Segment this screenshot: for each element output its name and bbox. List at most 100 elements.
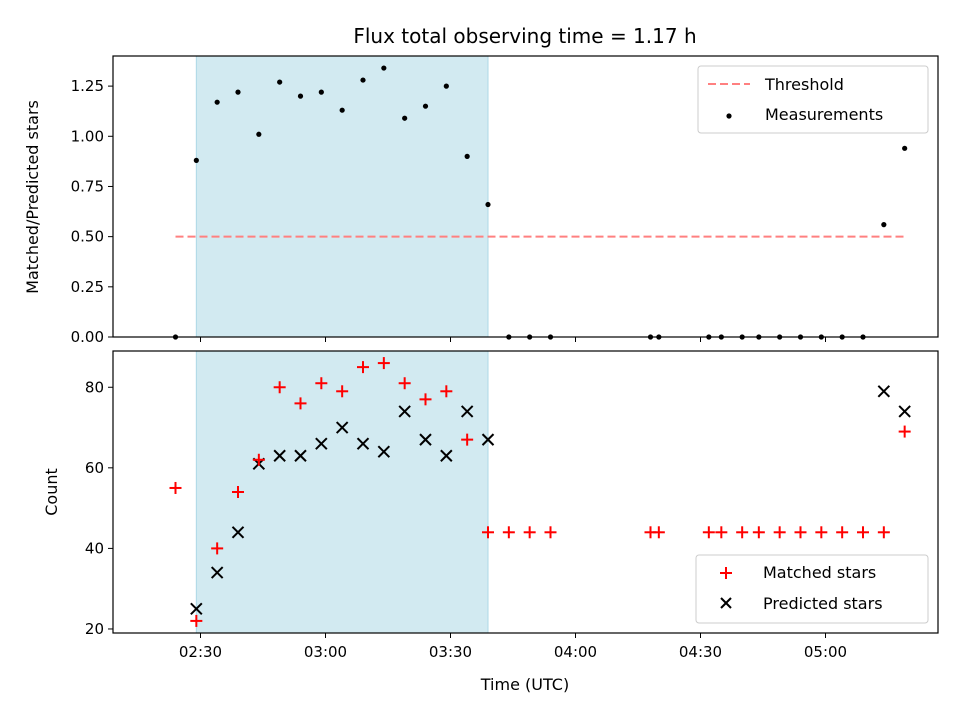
bottom-axes-frame [112, 350, 939, 634]
matched-legend-swatch [720, 567, 732, 579]
matched-star-marker [652, 526, 665, 539]
measurement-point [339, 107, 345, 113]
matched-star-marker [377, 357, 390, 370]
matched-star-marker [544, 526, 557, 539]
matched-star-marker [482, 526, 494, 539]
x-tick-label: 04:30 [679, 643, 722, 661]
predicted-star-marker [898, 405, 911, 418]
predicted-legend-swatch [720, 597, 732, 609]
predicted-star-marker [377, 445, 391, 458]
x-tick-label: 03:00 [304, 643, 347, 661]
measurement-point [235, 89, 241, 95]
matched-star-marker [315, 377, 328, 390]
predicted-star-marker [294, 449, 307, 462]
top-axes-frame [112, 55, 939, 338]
observing-window-shade [195, 55, 489, 338]
matched-star-marker [190, 614, 203, 627]
matched-star-marker [211, 542, 224, 555]
matched-star-marker [877, 526, 890, 539]
matched-star-marker [857, 526, 869, 539]
bottom-y-tick-label: 60 [85, 459, 104, 477]
measurement-point [443, 83, 449, 89]
predicted-legend-label: Predicted stars [763, 594, 883, 613]
x-axis-label: Time (UTC) [480, 675, 569, 694]
measurement-point [881, 222, 887, 228]
bottom-panel: 02:30 03:00 03:30 04:00 04:30 05:00 20406080 … [42, 350, 939, 694]
top-panel: 0.00 0.25 0.50 0.75 1.00 1.25 Matched/Predict… [23, 55, 939, 346]
measurement-point [464, 153, 470, 159]
matched-star-marker [294, 397, 307, 410]
predicted-star-marker [481, 433, 495, 446]
matched-star-marker [336, 385, 349, 398]
top-y-tick-label: 1.00 [71, 127, 104, 145]
predicted-star-marker [440, 449, 453, 462]
measurement-point [277, 79, 283, 85]
matched-star-marker [169, 481, 182, 494]
predicted-star-marker [460, 405, 474, 418]
top-y-axis-label: Matched/Predicted stars [23, 100, 42, 294]
threshold-legend-label: Threshold [764, 75, 844, 94]
matched-star-marker [502, 526, 515, 539]
matched-star-marker [794, 526, 807, 539]
matched-star-marker [715, 526, 728, 539]
matched-star-marker [357, 361, 369, 374]
matched-star-marker [273, 381, 286, 394]
measurement-point [381, 65, 387, 71]
top-y-tick-label: 1.25 [71, 77, 104, 95]
chart-title: Flux total observing time = 1.17 h [353, 24, 696, 48]
measurement-point [318, 89, 324, 95]
matched-star-marker [461, 433, 474, 446]
measurement-point [214, 99, 220, 105]
measurement-point [193, 157, 199, 163]
x-tick-label: 03:30 [429, 643, 472, 661]
measurement-point [360, 77, 366, 83]
matched-star-marker [252, 453, 265, 466]
measurement-point [422, 103, 429, 109]
matched-legend-label: Matched stars [763, 563, 876, 582]
predicted-star-marker [210, 566, 224, 579]
predicted-star-marker [231, 526, 245, 539]
predicted-star-marker [356, 437, 370, 450]
bottom-y-tick-label: 40 [85, 539, 104, 557]
bottom-y-axis-label: Count [42, 468, 61, 516]
matched-star-marker [836, 526, 849, 539]
measurements-legend-label: Measurements [765, 105, 883, 124]
matched-star-marker [752, 526, 765, 539]
measurement-point [402, 115, 408, 121]
bottom-legend: Matched stars Predicted stars [695, 554, 929, 624]
measurement-point [485, 201, 491, 208]
measurement-point [256, 131, 262, 137]
predicted-star-marker [335, 421, 349, 434]
bottom-y-tick-label: 20 [85, 620, 104, 638]
predicted-star-marker [419, 433, 432, 446]
x-tick-label: 04:00 [554, 643, 597, 661]
bottom-y-tick-label: 80 [85, 378, 104, 396]
predicted-star-marker [877, 385, 891, 398]
matched-star-marker [523, 526, 536, 539]
matched-star-marker [736, 526, 749, 539]
top-legend: Threshold Measurements [697, 65, 929, 134]
x-tick-label: 02:30 [179, 643, 222, 661]
matched-star-marker [815, 526, 828, 539]
measurement-point [297, 93, 304, 99]
predicted-star-marker [315, 437, 328, 450]
matched-star-marker [898, 425, 911, 438]
top-y-tick-label: 0.25 [71, 278, 104, 296]
top-y-tick-label: 0.50 [71, 228, 104, 246]
top-legend-box [697, 65, 929, 134]
matched-star-marker [398, 377, 411, 390]
matched-star-marker [702, 526, 715, 539]
matched-star-marker [440, 385, 453, 398]
top-y-tick-label: 0.00 [71, 328, 104, 346]
top-y-tick-label: 0.75 [71, 177, 104, 195]
matched-star-marker [419, 393, 432, 406]
x-tick-label: 05:00 [804, 643, 847, 661]
measurements-legend-swatch [726, 113, 732, 119]
predicted-star-marker [273, 449, 286, 462]
matched-star-marker [773, 526, 786, 539]
predicted-star-marker [190, 602, 203, 616]
bottom-legend-box [695, 554, 929, 624]
measurement-point [902, 145, 908, 151]
matched-star-marker [232, 486, 244, 498]
